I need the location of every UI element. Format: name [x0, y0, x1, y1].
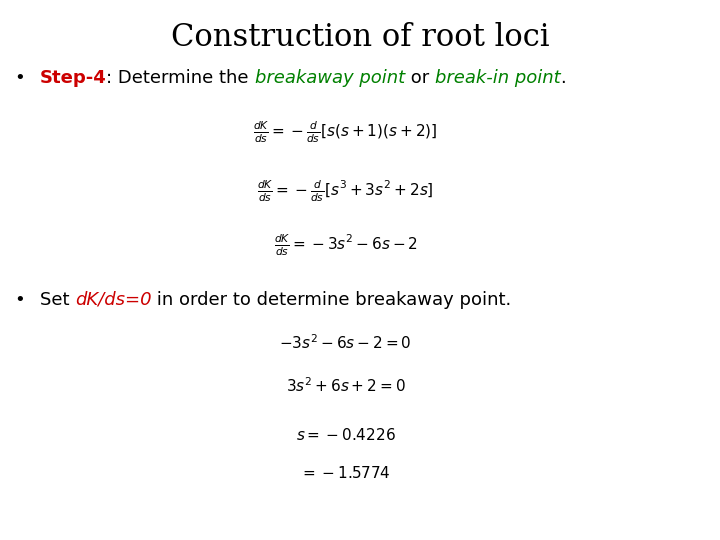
Text: : Determine the: : Determine the	[107, 69, 255, 87]
Text: dK/ds=0: dK/ds=0	[75, 291, 151, 309]
Text: $\frac{dK}{ds}=-\frac{d}{ds}\left[s(s+1)(s+2)\right]$: $\frac{dK}{ds}=-\frac{d}{ds}\left[s(s+1)…	[253, 119, 438, 145]
Text: $=-1.5774$: $=-1.5774$	[300, 464, 391, 481]
Text: •: •	[14, 291, 25, 309]
Text: Construction of root loci: Construction of root loci	[171, 22, 549, 52]
Text: •: •	[14, 69, 25, 87]
Text: .: .	[560, 69, 566, 87]
Text: break-in point: break-in point	[435, 69, 560, 87]
Text: Step-4: Step-4	[40, 69, 107, 87]
Text: or: or	[405, 69, 435, 87]
Text: $\frac{dK}{ds}=-3s^2-6s-2$: $\frac{dK}{ds}=-3s^2-6s-2$	[274, 233, 418, 259]
Text: $3s^2+6s+2=0$: $3s^2+6s+2=0$	[286, 377, 405, 395]
Text: $s=-0.4226$: $s=-0.4226$	[296, 427, 395, 443]
Text: Set: Set	[40, 291, 75, 309]
Text: in order to determine breakaway point.: in order to determine breakaway point.	[151, 291, 512, 309]
Text: $\frac{dK}{ds}=-\frac{d}{ds}\left[s^3+3s^2+2s\right]$: $\frac{dK}{ds}=-\frac{d}{ds}\left[s^3+3s…	[257, 179, 434, 205]
Text: $-3s^2-6s-2=0$: $-3s^2-6s-2=0$	[279, 334, 412, 352]
Text: breakaway point: breakaway point	[255, 69, 405, 87]
